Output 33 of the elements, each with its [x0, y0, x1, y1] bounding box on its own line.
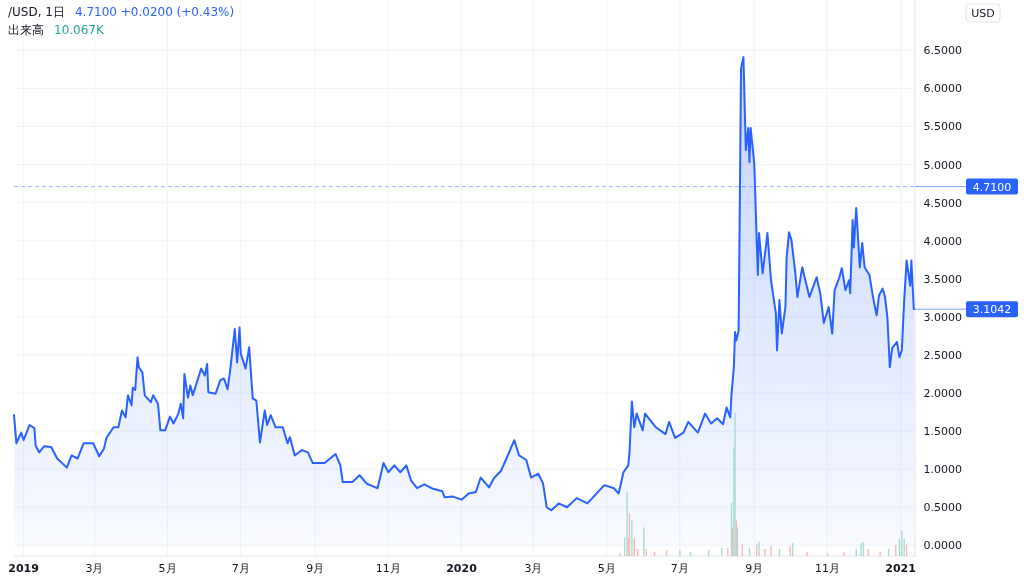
x-tick-label: 2020	[446, 562, 478, 575]
chart-title: 出来高	[8, 23, 44, 37]
y-tick-label: 2.0000	[923, 387, 962, 401]
x-tick-label: 5月	[158, 562, 177, 575]
y-tick-label: 4.0000	[923, 234, 962, 248]
y-tick-label: 2.5000	[923, 348, 962, 362]
y-tick-label: 6.5000	[923, 44, 962, 58]
x-tick-label: 7月	[670, 562, 689, 575]
x-tick-label: 9月	[745, 562, 764, 575]
y-tick-label: 4.5000	[923, 196, 962, 210]
x-tick-label: 5月	[597, 562, 616, 575]
y-tick-label: 1.5000	[923, 425, 962, 439]
y-tick-label: 0.0000	[923, 539, 962, 553]
y-tick-label: 1.0000	[923, 463, 962, 477]
x-tick-label: 11月	[814, 562, 840, 575]
x-tick-label: 7月	[231, 562, 250, 575]
y-tick-label: 3.5000	[923, 272, 962, 286]
chart-subtitle: 10.067K	[54, 23, 105, 37]
y-tick-label: 3.0000	[923, 310, 962, 324]
y-tick-label: 5.5000	[923, 120, 962, 134]
x-tick-label: 2019	[8, 562, 39, 575]
x-tick-label: 9月	[306, 562, 325, 575]
x-tick-label: 3月	[524, 562, 543, 575]
chart-subtitle: 4.7100 +0.0200 (+0.43%)	[74, 5, 235, 19]
y-tick-label: 0.5000	[923, 501, 962, 515]
y-tick-label: 5.0000	[923, 158, 962, 172]
chart-title: /USD, 1日	[8, 5, 65, 19]
x-tick-label: 3月	[85, 562, 104, 575]
x-tick-label: 11月	[375, 562, 401, 575]
y-tick-label: 6.0000	[923, 82, 962, 96]
ref-line-label: 4.7100	[972, 180, 1012, 194]
x-tick-label: 2021	[885, 562, 916, 575]
y-axis-title: USD	[971, 7, 995, 20]
